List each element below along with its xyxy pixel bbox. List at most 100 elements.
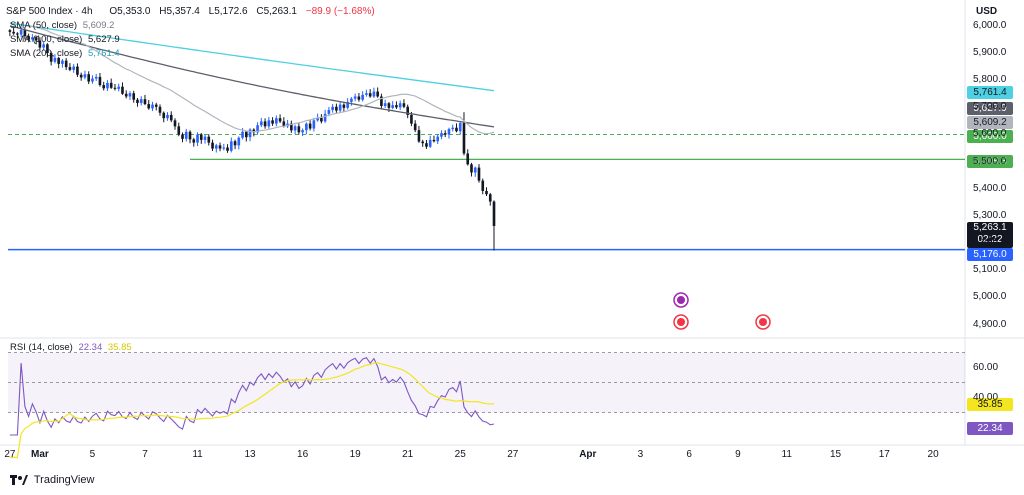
candle-body [94, 76, 98, 79]
rsi-line [9, 357, 495, 436]
high-value: H5,357.4 [159, 6, 200, 17]
candle-body [308, 123, 312, 129]
candle-body [402, 103, 406, 107]
time-tick-label: 9 [735, 449, 741, 460]
candle-body [222, 147, 226, 149]
currency-label[interactable]: USD [976, 6, 998, 17]
candle-body [263, 121, 267, 127]
time-tick-label: 11 [781, 449, 792, 460]
candle-body [305, 123, 308, 131]
candle-body [357, 96, 361, 100]
rsi-label: RSI (14, close) [10, 342, 73, 353]
time-tick-label: 11 [192, 449, 203, 460]
candle-body [338, 104, 342, 111]
candle-body [188, 131, 192, 140]
candle-body [169, 114, 173, 121]
sma200-legend[interactable]: SMA (200, close) 5,761.4 [10, 48, 120, 59]
us-flag-event-icon-2-dot [759, 318, 767, 326]
candle-body [173, 120, 177, 127]
candle-body [98, 76, 102, 86]
candle-body [49, 53, 53, 62]
candle-body [42, 44, 45, 48]
symbol-label[interactable]: S&P 500 Index · 4h [6, 6, 93, 17]
time-tick-label: Mar [30, 449, 49, 460]
last-price-value: 5,263.1 [973, 222, 1007, 233]
candle-body [252, 129, 256, 133]
candle-body [68, 67, 72, 70]
price-tick-label: 5,400.0 [973, 182, 1007, 194]
candle-body [398, 103, 402, 108]
sma50-line [28, 25, 495, 135]
candle-body [492, 201, 496, 226]
candle-body [248, 129, 252, 138]
candle-body [196, 134, 199, 143]
candle-body [353, 96, 357, 99]
support-dashed-price-tag: 5,600.0 [967, 130, 1013, 143]
candle-body [102, 85, 106, 89]
time-tick-label: 25 [454, 449, 466, 460]
time-tick-label: 19 [349, 449, 361, 460]
price-tick-label: 5,800.0 [973, 74, 1007, 86]
price-tick-label: 5,300.0 [973, 209, 1007, 221]
candle-body [443, 133, 447, 135]
time-tick-label: 20 [927, 449, 939, 460]
rsi-ma-line [9, 362, 495, 459]
support-solid-price-tag: 5,508.3 [967, 155, 1013, 168]
time-tick-label: 7 [142, 449, 148, 460]
close-value: C5,263.1 [256, 6, 297, 17]
candle-body [177, 126, 181, 135]
rsi-tick-label: 60.00 [973, 361, 999, 373]
candle-body [53, 57, 57, 62]
candle-body [267, 120, 271, 127]
candle-body [346, 101, 349, 108]
candle-body [436, 136, 440, 142]
us-flag-event-icon-dot [677, 318, 685, 326]
candle-body [278, 118, 282, 122]
candle-body [458, 123, 462, 132]
candle-body [207, 136, 211, 143]
candle-body [477, 167, 481, 181]
time-tick-label: 27 [4, 449, 16, 460]
candle-body [128, 93, 132, 97]
blue-level-price-tag: 5,176.0 [967, 248, 1013, 261]
time-tick-label: 5 [89, 449, 96, 460]
candle-body [31, 37, 34, 40]
sma50-label: SMA (50, close) [10, 20, 78, 31]
candle-body [139, 99, 143, 103]
tradingview-brand[interactable]: TradingView [10, 474, 94, 486]
rsi-legend[interactable]: RSI (14, close) 22.34 35.85 [10, 342, 132, 353]
candle-body [46, 44, 49, 54]
candle-body [481, 180, 485, 191]
candle-body [109, 82, 113, 88]
candle-body [192, 139, 196, 143]
candle-body [290, 123, 293, 131]
candle-body [451, 127, 455, 130]
rsi-tick-label: 40.00 [973, 391, 999, 403]
candle-body [432, 139, 436, 142]
sma100-label: SMA (100, close) [10, 34, 83, 45]
candle-body [136, 99, 139, 103]
sma200-price-tag: 5,761.4 [967, 86, 1013, 99]
candle-body [233, 141, 237, 146]
sma200-legend-value: 5,761.4 [87, 48, 120, 59]
time-tick-label: 15 [829, 449, 842, 460]
last-price-tag: 5,263.1 02:22 [967, 222, 1013, 248]
candle-body [162, 112, 166, 119]
candle-body [211, 142, 214, 149]
price-tick-label: 5,100.0 [973, 264, 1007, 276]
candle-body [447, 129, 451, 135]
price-tick-label: 5,900.0 [973, 47, 1007, 59]
sma50-legend[interactable]: SMA (50, close) 5,609.2 [10, 20, 114, 31]
candle-body [331, 106, 334, 111]
sma100-legend[interactable]: SMA (100, close) 5,627.9 [10, 34, 120, 45]
time-tick-label: 21 [402, 449, 414, 460]
candle-body [395, 105, 398, 108]
candle-body [199, 134, 203, 140]
candle-body [12, 31, 15, 34]
candle-body [297, 126, 301, 133]
candle-body [91, 78, 94, 82]
time-tick-label: 16 [297, 449, 309, 460]
candle-body [113, 87, 117, 89]
price-tick-label: 5,700.0 [973, 101, 1007, 113]
